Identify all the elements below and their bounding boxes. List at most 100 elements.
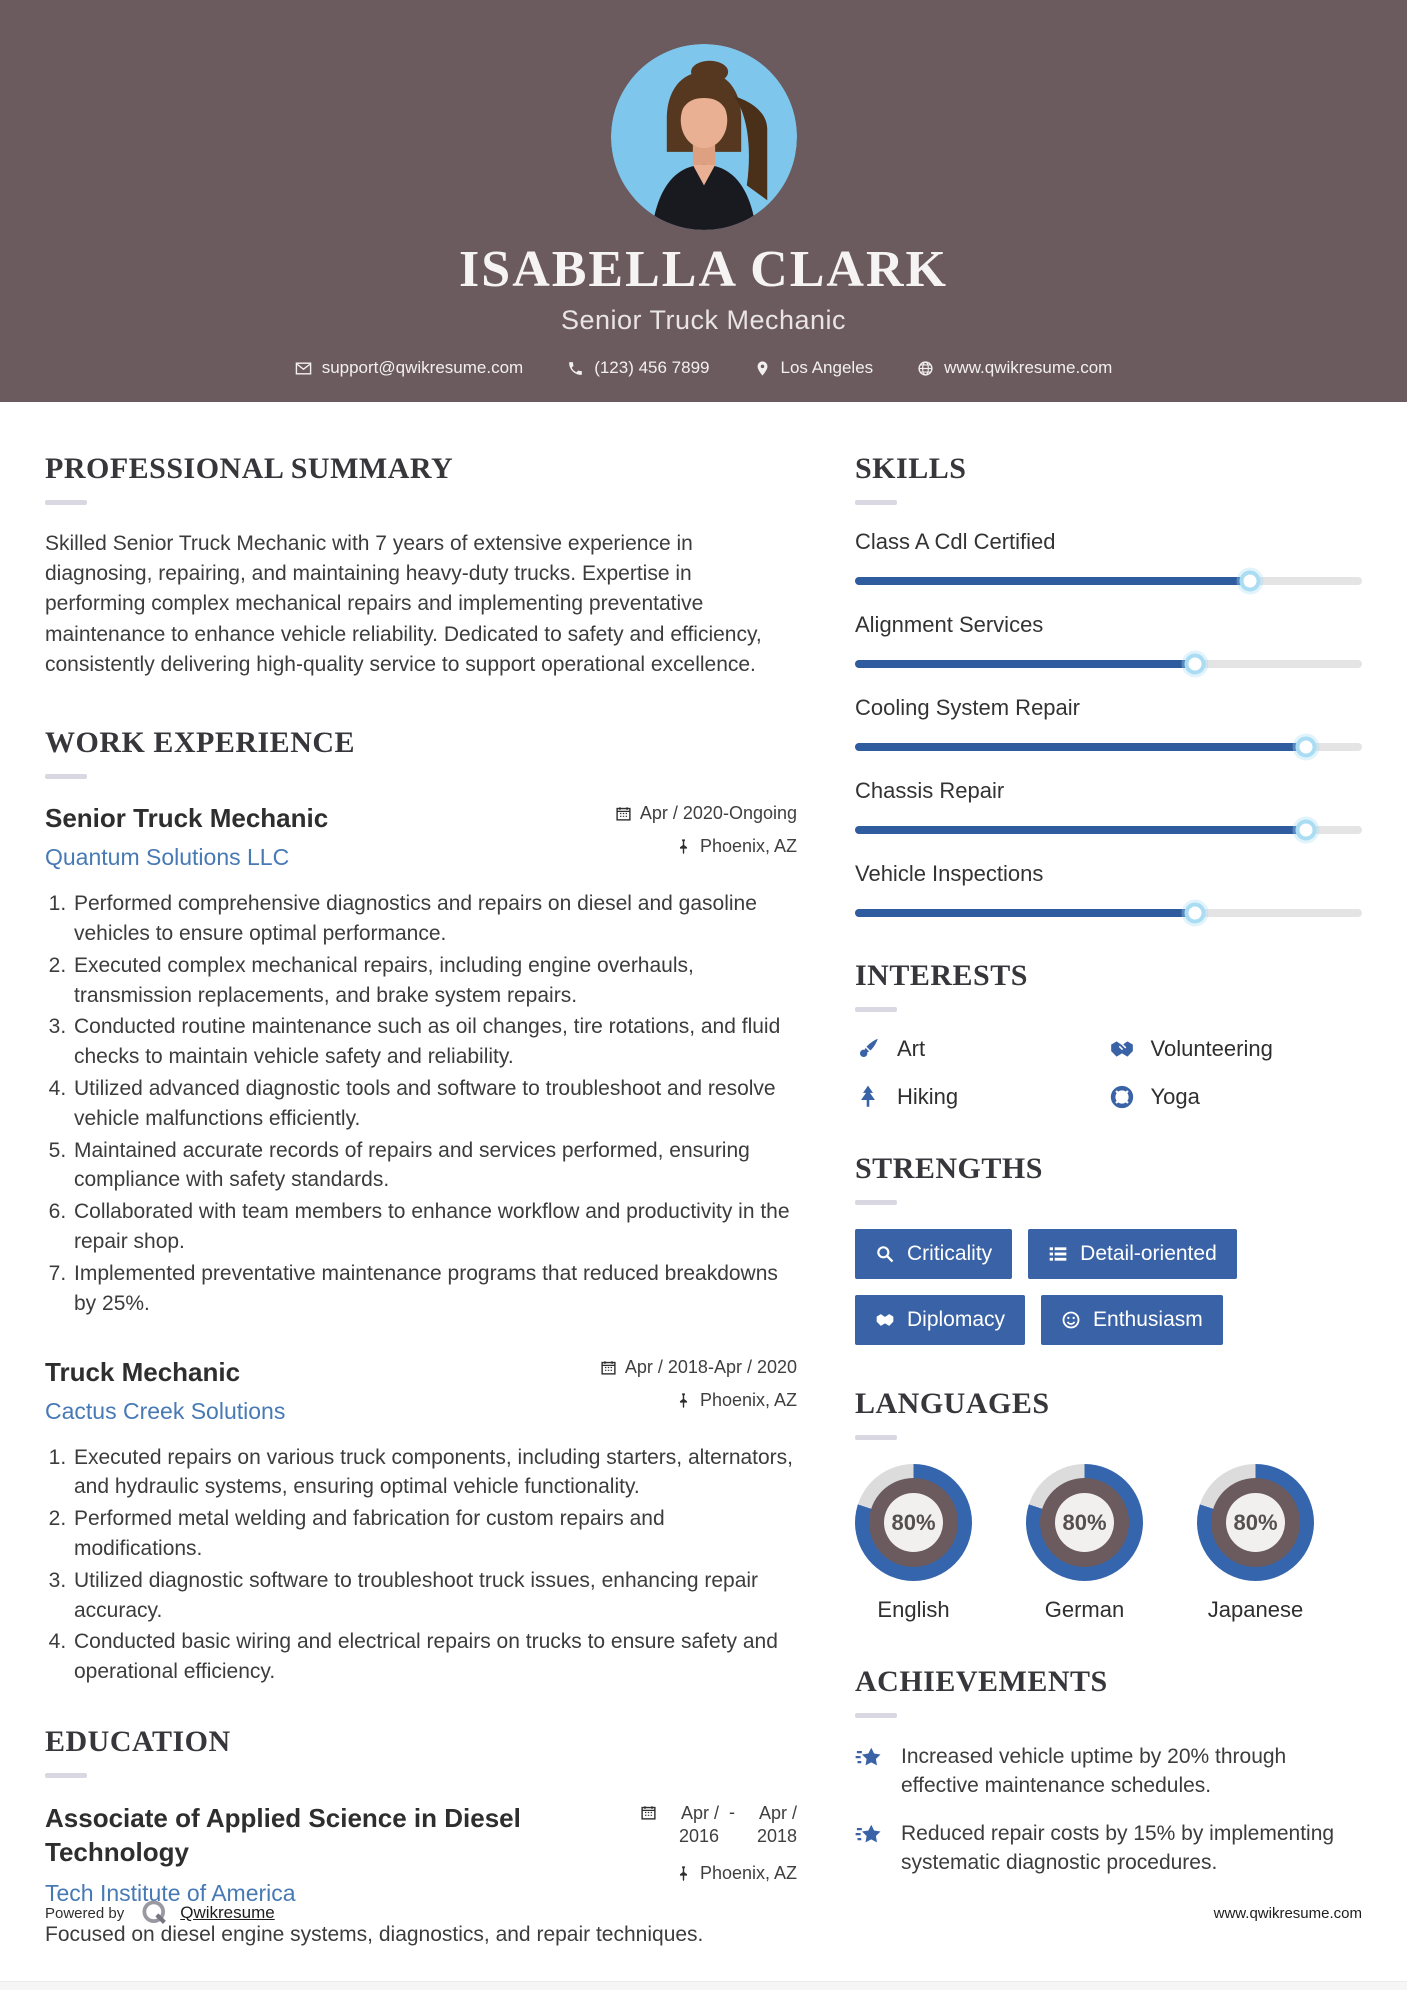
language-item: 80% English (855, 1464, 972, 1623)
skill-slider-fill (855, 826, 1307, 834)
strength-label: Enthusiasm (1093, 1308, 1203, 1331)
heading-underline (855, 1007, 897, 1012)
contact-website[interactable]: www.qwikresume.com (917, 358, 1112, 378)
job-title: Senior Truck Mechanic (45, 803, 329, 834)
skill-slider[interactable] (855, 570, 1362, 592)
strengths-heading: STRENGTHS (855, 1152, 1043, 1185)
contact-text: Los Angeles (780, 358, 874, 377)
language-percent: 80% (884, 1493, 943, 1552)
job-bullet: Performed metal welding and fabrication … (72, 1504, 797, 1564)
person-job-title: Senior Truck Mechanic (560, 305, 847, 335)
skill-slider-handle[interactable] (1184, 902, 1206, 924)
summary-heading: PROFESSIONAL SUMMARY (45, 452, 454, 485)
job-bullet: Maintained accurate records of repairs a… (72, 1136, 797, 1196)
job-meta: Apr / 2018-Apr / 2020 Phoenix, AZ (600, 1357, 797, 1423)
job-bullet: Performed comprehensive diagnostics and … (72, 889, 797, 949)
pushpin-icon (679, 1392, 687, 1408)
skill-item: Chassis Repair (855, 778, 1362, 841)
page-bottom-strip (0, 1981, 1407, 1990)
skill-slider-handle[interactable] (1239, 570, 1261, 592)
avatar (610, 44, 797, 230)
skill-slider-fill (855, 660, 1195, 668)
education-entry: Associate of Applied Science in Diesel T… (45, 1802, 797, 1907)
language-label: German (1044, 1597, 1125, 1622)
skill-label: Class A Cdl Certified (855, 529, 1056, 554)
phone-icon (569, 361, 583, 375)
header: ISABELLA CLARK Senior Truck Mechanic sup… (0, 0, 1407, 402)
job-list: Senior Truck Mechanic Quantum Solutions L… (45, 803, 797, 1687)
section-education: EDUCATION Associate of Applied Science i… (45, 1725, 797, 1947)
strength-button[interactable]: Enthusiasm (1041, 1295, 1223, 1345)
section-interests: INTERESTS Art Volunteering Hiking Yoga (855, 959, 1362, 1110)
skill-slider-fill (855, 743, 1307, 751)
left-column: PROFESSIONAL SUMMARY Skilled Senior Truc… (45, 452, 797, 1947)
strength-button[interactable]: Diplomacy (855, 1295, 1026, 1345)
heading-underline (45, 1773, 87, 1779)
language-label: English (877, 1597, 950, 1622)
skill-slider-handle[interactable] (1295, 819, 1317, 841)
job-location: Phoenix, AZ (600, 1390, 797, 1411)
skill-slider-fill (855, 577, 1251, 585)
language-donut: 80% (1026, 1464, 1143, 1581)
languages-list: 80% English 80% German 80% Japanese (855, 1464, 1362, 1623)
tree-icon (861, 1085, 875, 1107)
skill-slider[interactable] (855, 902, 1362, 924)
job-bullets: Performed comprehensive diagnostics and … (45, 889, 797, 1318)
achievement-text: Increased vehicle uptime by 20% through … (901, 1745, 1287, 1798)
skill-slider-handle[interactable] (1184, 653, 1206, 675)
qwikresume-brand-link[interactable]: Qwikresume (180, 1903, 275, 1922)
section-achievements: ACHIEVEMENTS Increased vehicle uptime by… (855, 1665, 1362, 1878)
skill-slider[interactable] (855, 819, 1362, 841)
lifebuoy-icon (1110, 1085, 1133, 1109)
skill-slider-handle[interactable] (1295, 736, 1317, 758)
job-heading: Senior Truck Mechanic Quantum Solutions L… (45, 803, 328, 871)
shooting-star-icon (855, 1747, 881, 1766)
job-meta: Apr / 2020-Ongoing Phoenix, AZ (615, 803, 797, 869)
job-bullet: Collaborated with team members to enhanc… (72, 1197, 797, 1257)
job-bullet: Conducted routine maintenance such as oi… (72, 1012, 797, 1072)
person-name: ISABELLA CLARK (459, 241, 948, 298)
location-pin-icon (757, 360, 767, 376)
skill-slider[interactable] (855, 736, 1362, 758)
education-location: Phoenix, AZ (640, 1863, 797, 1884)
skill-slider[interactable] (855, 653, 1362, 675)
contact-email[interactable]: support@qwikresume.com (295, 358, 524, 378)
summary-text: Skilled Senior Truck Mechanic with 7 yea… (45, 532, 762, 676)
skill-item: Cooling System Repair (855, 695, 1362, 758)
job-bullet: Utilized diagnostic software to troubles… (72, 1566, 797, 1626)
heading-underline (45, 774, 87, 780)
interest-item: Hiking (855, 1084, 1109, 1110)
job-bullet: Implemented preventative maintenance pro… (72, 1259, 797, 1319)
school-link[interactable]: Tech Institute of America (45, 1879, 296, 1906)
interests-list: Art Volunteering Hiking Yoga (855, 1036, 1362, 1110)
company-link[interactable]: Cactus Creek Solutions (45, 1397, 286, 1424)
education-description: Focused on diesel engine systems, diagno… (45, 1922, 704, 1946)
languages-heading: LANGUAGES (855, 1387, 1050, 1420)
language-label: Japanese (1207, 1597, 1304, 1622)
job-date: Apr / 2020-Ongoing (615, 803, 797, 824)
skills-heading: SKILLS (855, 452, 967, 485)
education-heading: EDUCATION (45, 1725, 231, 1759)
company-link[interactable]: Quantum Solutions LLC (45, 844, 290, 871)
contact-phone[interactable]: (123) 456 7899 (567, 358, 710, 378)
strength-button[interactable]: Detail-oriented (1028, 1229, 1237, 1279)
qwikresume-logo-icon (142, 1900, 167, 1924)
search-icon (877, 1246, 894, 1263)
language-percent: 80% (1226, 1493, 1285, 1552)
job-bullet: Executed complex mechanical repairs, inc… (72, 951, 797, 1011)
calendar-icon (616, 807, 631, 821)
calendar-icon (641, 1806, 656, 1820)
interest-item: Art (855, 1036, 1109, 1062)
skill-item: Vehicle Inspections (855, 861, 1362, 924)
contact-text: www.qwikresume.com (944, 358, 1113, 377)
skill-item: Alignment Services (855, 612, 1362, 675)
interest-label: Yoga (1150, 1084, 1200, 1109)
interest-item: Yoga (1109, 1084, 1363, 1110)
powered-by-label: Powered by (45, 1904, 125, 1922)
skill-slider-fill (855, 909, 1195, 917)
section-experience: WORK EXPERIENCE Senior Truck Mechanic Qua… (45, 726, 797, 1687)
skill-label: Alignment Services (855, 612, 1044, 637)
strength-button[interactable]: Criticality (855, 1229, 1013, 1279)
contact-text: support@qwikresume.com (321, 358, 524, 377)
